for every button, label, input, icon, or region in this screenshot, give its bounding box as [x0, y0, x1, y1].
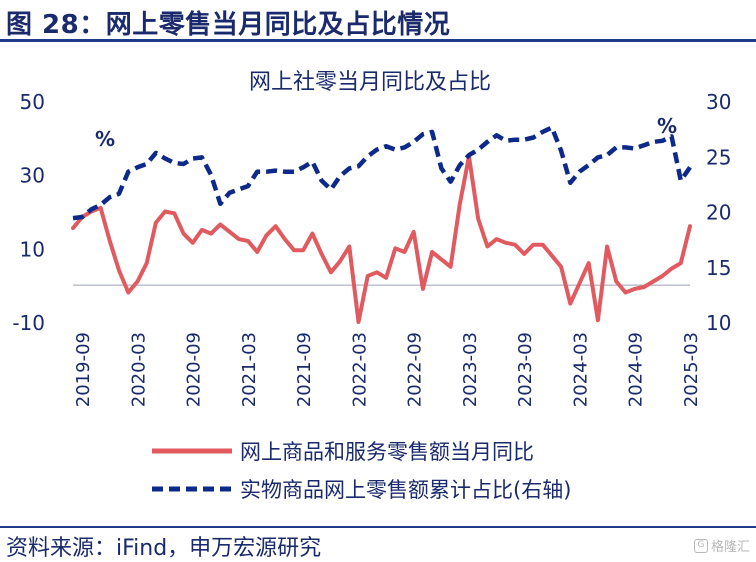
left-axis-unit: %: [95, 127, 115, 151]
x-tick-label: 2024-03: [570, 332, 591, 407]
left-y-tick-label: -10: [12, 311, 45, 335]
x-tick-label: 2024-09: [626, 332, 647, 407]
x-tick-label: 2023-03: [460, 332, 481, 407]
figure-title: 图 28：网上零售当月同比及占比情况: [6, 10, 451, 40]
right-axis-unit: %: [657, 114, 677, 138]
chart-axes: -10 10 30 50 10 15 20 25 30 2019-09 2020-03 2020-09…: [12, 90, 731, 407]
x-tick-label: 2021-03: [239, 332, 260, 407]
series-line-share: [72, 125, 692, 221]
x-tick-label: 2025-03: [681, 332, 702, 407]
right-y-tick-label: 10: [706, 311, 731, 335]
header-rule: [0, 39, 756, 42]
chart-series: [71, 125, 692, 324]
legend-label: 网上商品和服务零售额当月同比: [240, 440, 534, 464]
x-tick-label: 2020-09: [184, 332, 205, 407]
left-y-tick-label: 30: [20, 164, 45, 188]
right-y-tick-label: 15: [706, 256, 731, 280]
series-line-yoy: [71, 154, 692, 324]
x-tick-label: 2023-09: [515, 332, 536, 407]
source-note: 资料来源：iFind，申万宏源研究: [6, 536, 322, 561]
x-tick-label: 2021-09: [294, 332, 315, 407]
right-y-tick-label: 20: [706, 201, 731, 225]
x-tick-label: 2020-03: [128, 332, 149, 407]
left-y-tick-label: 10: [20, 237, 45, 261]
right-y-tick-label: 25: [706, 145, 731, 169]
left-y-tick-label: 50: [20, 90, 45, 114]
legend-label: 实物商品网上零售额累计占比(右轴): [240, 478, 571, 502]
watermark: G 格隆汇: [693, 536, 750, 555]
x-tick-label: 2022-09: [405, 332, 426, 407]
watermark-text: 格隆汇: [710, 540, 750, 555]
x-tick-label: 2022-03: [349, 332, 370, 407]
footer-rule: [0, 526, 756, 528]
chart-title: 网上社零当月同比及占比: [249, 70, 491, 95]
watermark-logo-icon: G: [693, 538, 708, 553]
figure-header: 图 28：网上零售当月同比及占比情况: [0, 0, 756, 42]
right-y-tick-label: 30: [706, 90, 731, 114]
x-tick-label: 2019-09: [73, 332, 94, 407]
